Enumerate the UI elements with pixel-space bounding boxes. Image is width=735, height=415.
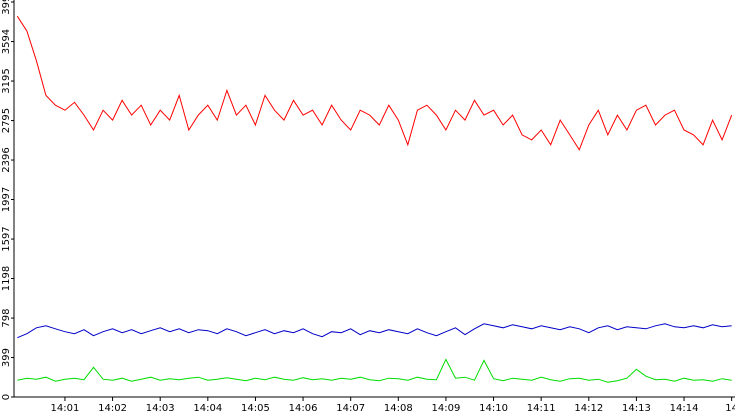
y-tick-label: 3195: [1, 68, 12, 93]
x-tick-label: 14: [725, 403, 735, 414]
x-tick-label: 14:08: [384, 403, 413, 414]
y-tick-label: 399: [1, 348, 12, 367]
x-tick-label: 14:10: [479, 403, 508, 414]
y-tick-label: 3594: [1, 29, 12, 54]
x-tick-label: 14:11: [527, 403, 556, 414]
y-tick-label: 0: [1, 394, 12, 400]
x-tick-label: 14:05: [241, 403, 270, 414]
x-tick-label: 14:13: [622, 403, 651, 414]
y-tick-label: 3994: [1, 0, 12, 15]
x-tick-label: 14:04: [193, 403, 222, 414]
y-tick-label: 1198: [1, 266, 12, 291]
data-line: [16, 15, 733, 151]
x-tick-label: 14:09: [432, 403, 461, 414]
x-tick-label: 14:01: [51, 403, 80, 414]
x-tick-label: 14:14: [670, 403, 699, 414]
data-line: [17, 358, 732, 383]
y-tick-label: 798: [1, 309, 12, 328]
x-tick-label: 14:07: [336, 403, 365, 414]
y-tick-label: 2396: [1, 147, 12, 172]
x-tick-label: 14:06: [289, 403, 318, 414]
data-line: [17, 323, 732, 339]
y-tick-label: 2795: [1, 108, 12, 133]
x-tick-label: 14:02: [98, 403, 127, 414]
x-tick-label: 14:03: [146, 403, 175, 414]
x-tick-label: 14:12: [574, 403, 603, 414]
y-tick-label: 1597: [1, 226, 12, 251]
y-tick-label: 1997: [1, 187, 12, 212]
